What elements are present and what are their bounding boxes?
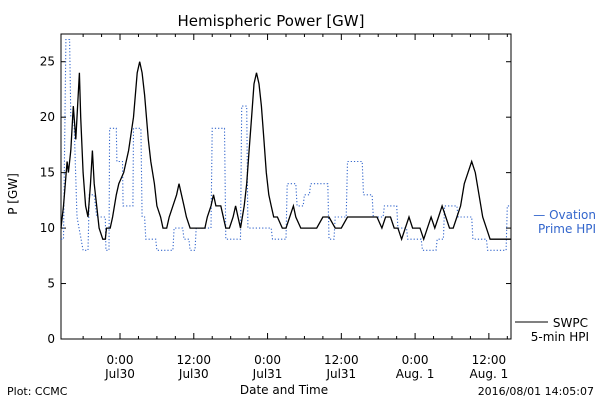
x-tick-date-label: Aug. 1 [396, 367, 435, 381]
x-tick-date-label: Jul30 [178, 367, 209, 381]
y-tick-label: 5 [47, 277, 55, 291]
x-tick-time-label: 0:00 [254, 353, 281, 367]
legend-swpc-line1: SWPC [553, 316, 588, 330]
plot-credit: Plot: CCMC [7, 385, 68, 398]
series-layer [60, 38, 511, 251]
legend-swpc-line2: 5-min HPI [531, 330, 589, 344]
x-tick-time-label: 12:00 [176, 353, 211, 367]
x-tick-date-label: Jul30 [104, 367, 135, 381]
x-tick-date-label: Jul31 [325, 367, 356, 381]
legend-ovation-line1: — Ovation [533, 208, 596, 222]
y-tick-label: 25 [40, 55, 55, 69]
x-tick-date-label: Aug. 1 [470, 367, 509, 381]
x-tick-time-label: 12:00 [324, 353, 359, 367]
x-tick-time-label: 0:00 [402, 353, 429, 367]
plot-frame [60, 33, 512, 340]
legend-ovation-line2: Prime HPI [538, 222, 596, 236]
y-tick-label: 10 [40, 221, 55, 235]
x-axis: 0:00Jul3012:00Jul300:00Jul3112:00Jul310:… [82, 34, 509, 381]
chart-title: Hemispheric Power [GW] [178, 12, 365, 30]
x-tick-date-label: Jul31 [252, 367, 283, 381]
series-ovation-prime-line [61, 38, 511, 251]
y-axis: 0 5 10 15 20 25 [40, 55, 511, 346]
y-axis-label: P [GW] [6, 173, 20, 215]
series-swpc-line [60, 61, 511, 242]
plot-timestamp: 2016/08/01 14:05:07 [478, 385, 594, 398]
x-tick-time-label: 12:00 [472, 353, 507, 367]
y-tick-label: 15 [40, 166, 55, 180]
x-tick-time-label: 0:00 [107, 353, 134, 367]
y-tick-label: 20 [40, 110, 55, 124]
y-tick-label: 0 [47, 332, 55, 346]
x-axis-label: Date and Time [240, 383, 328, 397]
